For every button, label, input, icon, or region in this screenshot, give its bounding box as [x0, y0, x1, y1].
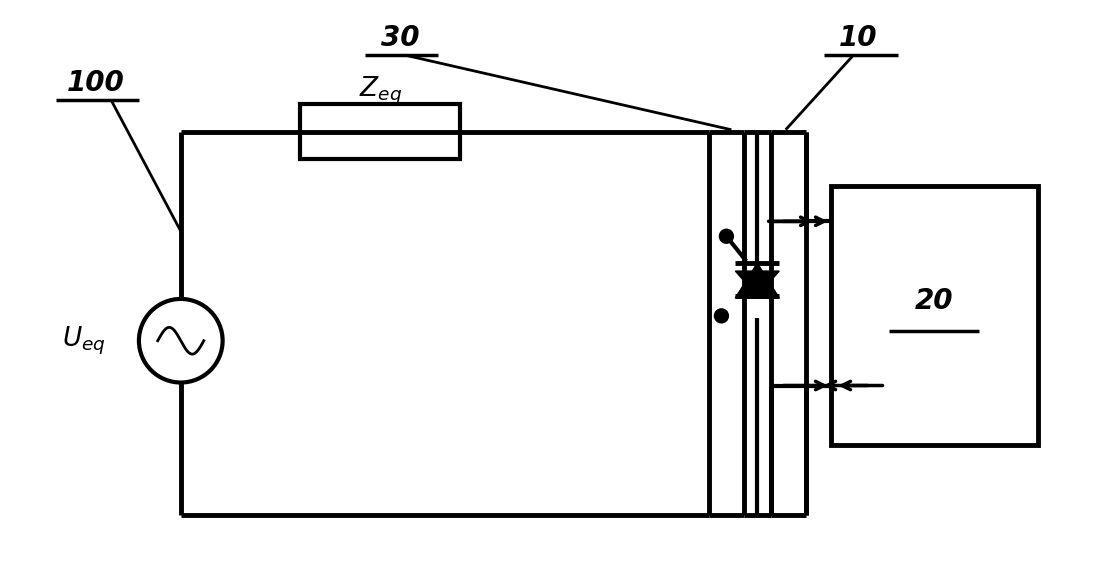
Text: 10: 10: [840, 24, 878, 52]
Bar: [831, 187, 1037, 445]
Text: 30: 30: [380, 24, 419, 52]
Bar: [300, 104, 459, 159]
Text: 20: 20: [915, 287, 954, 315]
Text: $Z_{eq}$: $Z_{eq}$: [358, 75, 401, 107]
Text: $U_{eq}$: $U_{eq}$: [63, 324, 106, 357]
Polygon shape: [735, 263, 779, 298]
Circle shape: [720, 230, 733, 243]
Text: 100: 100: [67, 69, 125, 97]
Polygon shape: [735, 271, 779, 296]
Circle shape: [714, 309, 729, 323]
